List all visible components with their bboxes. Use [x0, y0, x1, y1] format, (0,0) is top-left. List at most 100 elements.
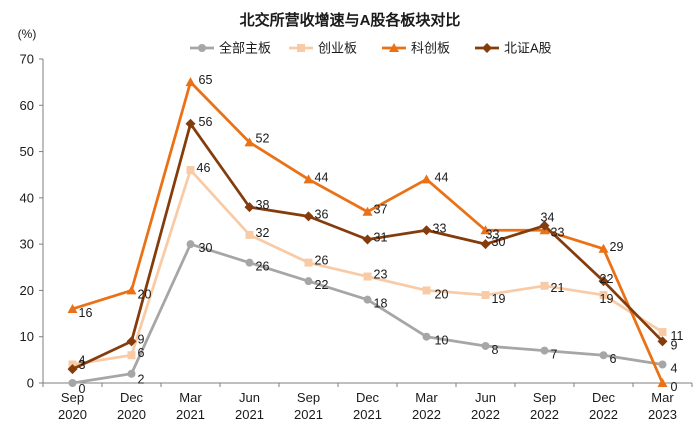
data-label: 33 [433, 221, 447, 235]
x-tick-label: Dec 2022 [589, 390, 618, 422]
x-tick-label: Jun 2021 [235, 390, 264, 422]
data-point [389, 43, 399, 52]
data-label: 44 [435, 170, 449, 184]
data-label: 34 [541, 211, 555, 225]
data-point [421, 174, 432, 184]
data-label: 26 [256, 260, 270, 274]
data-point [297, 44, 305, 52]
data-label: 30 [199, 241, 213, 255]
data-label: 56 [199, 115, 213, 129]
data-label: 23 [374, 268, 388, 282]
data-point [540, 281, 549, 290]
y-tick-label: 20 [20, 283, 34, 298]
data-point [244, 202, 255, 213]
data-point [362, 206, 373, 216]
legend-item: 北证A股 [475, 41, 552, 56]
chart-title: 北交所营收增速与A股各板块对比 [240, 11, 461, 29]
data-point [126, 285, 137, 295]
data-label: 22 [600, 272, 614, 286]
data-point [599, 351, 608, 360]
x-tick-label: Mar 2021 [176, 390, 205, 422]
data-point [598, 276, 609, 287]
data-point [185, 118, 196, 129]
data-label: 26 [315, 254, 329, 268]
data-label: 30 [492, 235, 506, 249]
series-line [72, 168, 664, 366]
series-lines [67, 77, 668, 387]
legend-label: 创业板 [318, 41, 357, 56]
data-point [198, 44, 206, 52]
data-point [481, 341, 490, 350]
data-point [422, 332, 431, 341]
data-label: 18 [374, 297, 388, 311]
data-label: 11 [671, 329, 684, 343]
data-point [304, 258, 313, 267]
data-label: 20 [435, 287, 449, 301]
x-tick-label: Dec 2020 [117, 390, 146, 422]
x-tick-label: Sep 2021 [294, 390, 323, 422]
x-tick-label: Mar 2022 [412, 390, 441, 422]
data-label: 36 [315, 207, 329, 221]
data-point [539, 220, 550, 231]
legend-label: 科创板 [411, 41, 450, 56]
data-label: 6 [138, 346, 145, 360]
y-tick-label: 70 [20, 52, 34, 67]
series-1 [68, 240, 667, 387]
series-line [71, 122, 664, 371]
data-point [598, 243, 609, 253]
data-label: 65 [199, 73, 213, 87]
y-tick-label: 40 [20, 190, 34, 205]
data-point [363, 295, 372, 304]
data-label: 6 [610, 352, 617, 366]
data-label: 19 [600, 292, 614, 306]
data-label: 10 [435, 334, 449, 348]
data-point [67, 364, 78, 375]
data-label: 32 [256, 226, 270, 240]
data-label: 4 [79, 353, 86, 367]
data-label: 0 [79, 382, 86, 396]
data-label: 7 [551, 348, 558, 362]
data-label: 33 [486, 227, 500, 241]
data-point [245, 230, 254, 239]
y-tick-label: 60 [20, 98, 34, 113]
data-point [67, 303, 78, 313]
data-point [126, 336, 137, 347]
data-label: 4 [671, 361, 678, 375]
data-label: 8 [492, 343, 499, 357]
y-tick-label: 10 [20, 329, 34, 344]
x-tick-label: Jun 2022 [471, 390, 500, 422]
legend: 全部主板 创业板 科创板 北证A股 [190, 41, 552, 56]
data-label: 44 [315, 170, 329, 184]
legend-item: 全部主板 [190, 41, 271, 56]
data-point [657, 336, 668, 347]
data-point [658, 328, 667, 337]
data-point [658, 360, 667, 369]
x-tick-label: Sep 2022 [530, 390, 559, 422]
data-label: 37 [374, 203, 388, 217]
data-label: 21 [551, 281, 565, 295]
y-tick-label: 0 [27, 376, 34, 391]
data-point [482, 43, 492, 53]
data-point [127, 369, 136, 378]
series-4 [67, 118, 668, 375]
data-point [303, 174, 314, 184]
data-label: 22 [315, 278, 329, 292]
data-label: 9 [138, 332, 145, 346]
data-point [186, 240, 195, 249]
y-tick-label: 30 [20, 237, 34, 252]
data-label: 3 [79, 358, 86, 372]
data-point [304, 277, 313, 286]
data-label: 46 [197, 161, 211, 175]
legend-label: 全部主板 [219, 41, 271, 56]
legend-item: 创业板 [289, 41, 357, 56]
data-point [127, 351, 136, 360]
data-label: 38 [256, 198, 270, 212]
x-tick-label: Dec 2021 [353, 390, 382, 422]
y-axis-unit-label: (%) [18, 27, 37, 41]
y-tick-label: 50 [20, 144, 34, 159]
data-point [657, 378, 668, 387]
data-point [185, 77, 196, 87]
